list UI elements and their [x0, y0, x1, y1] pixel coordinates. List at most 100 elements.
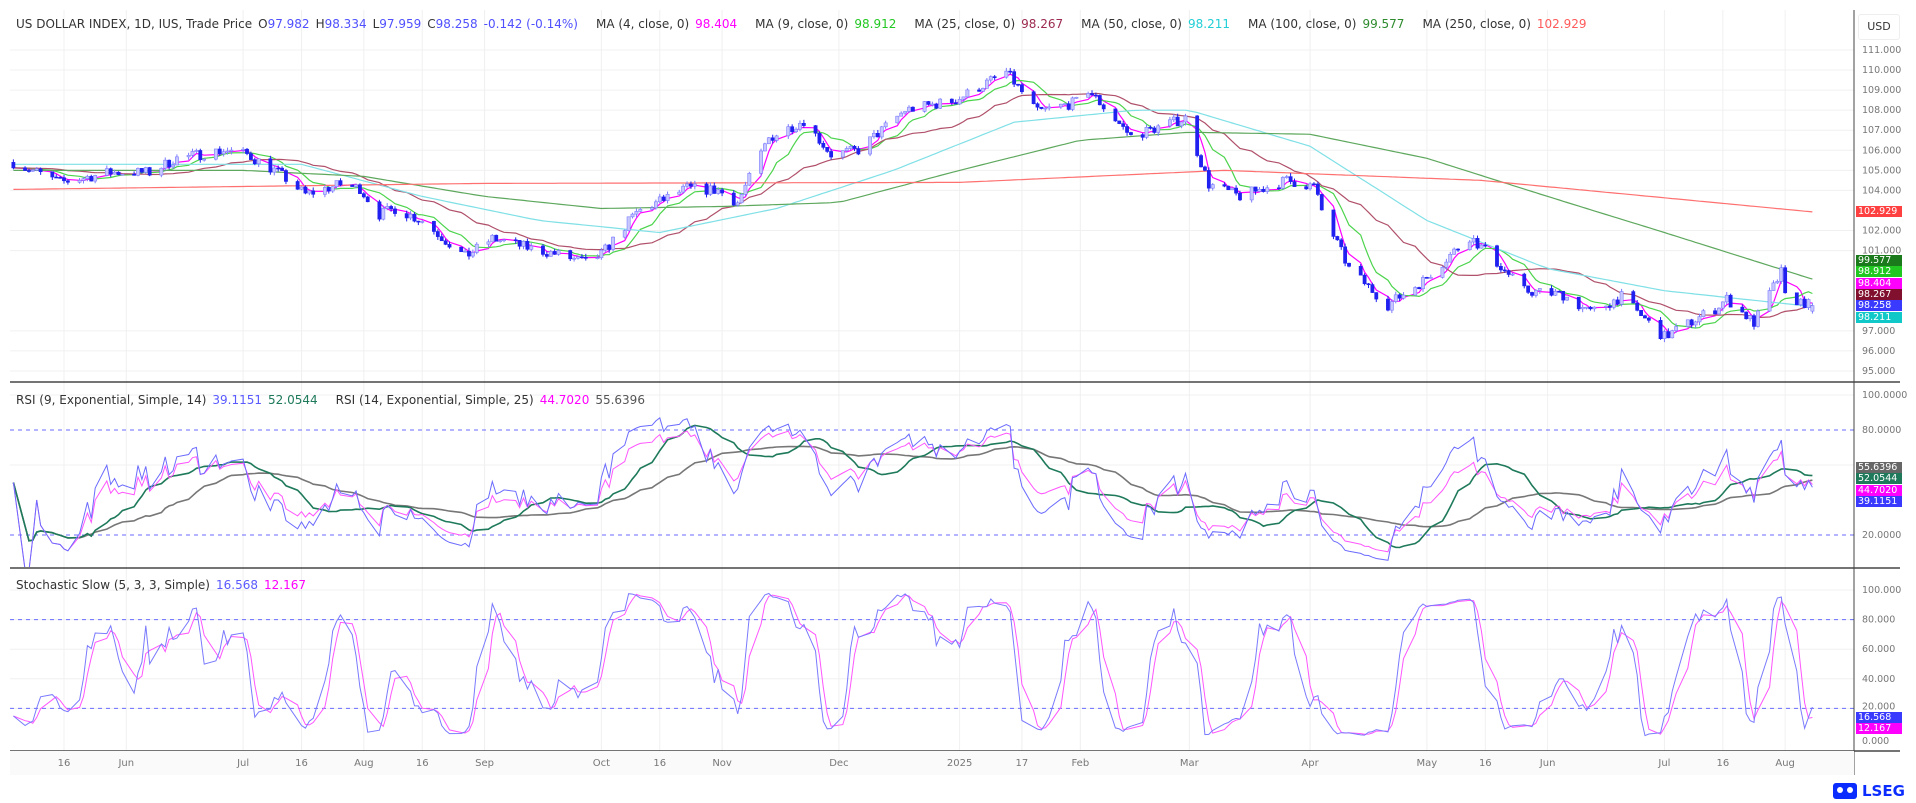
candle-body [1031, 91, 1036, 105]
time-axis-label: 16 [295, 758, 308, 769]
candle-body [603, 244, 608, 251]
candle-body [665, 194, 670, 201]
axis-value-tag: 12.167 [1856, 723, 1902, 735]
candle-body [661, 196, 666, 201]
candle [708, 182, 713, 196]
rsi-axis-label: 20.0000 [1862, 530, 1901, 541]
time-axis-label: Aug [354, 758, 374, 769]
candle [1510, 272, 1515, 277]
candle [502, 238, 506, 243]
time-axis-label: Mar [1180, 758, 1200, 769]
candle-body [1315, 183, 1320, 195]
candle-body [65, 180, 70, 183]
candle [1724, 291, 1729, 305]
lseg-logo: LSEG [1832, 782, 1905, 800]
price-axis-label: 102.000 [1862, 226, 1901, 237]
candle-body [1319, 194, 1324, 211]
candle-body [1444, 261, 1449, 268]
rsi-axis-label: 100.0000 [1862, 390, 1907, 401]
candle-body [825, 147, 830, 152]
time-axis-label: 16 [1716, 758, 1729, 769]
stoch-axis-label: 40.000 [1862, 674, 1895, 685]
candle [1775, 279, 1780, 284]
candle [38, 167, 43, 175]
candle [1101, 103, 1106, 112]
candle [354, 183, 358, 189]
candle-body [490, 234, 495, 243]
candle-body [1417, 287, 1422, 290]
candle-body [284, 170, 288, 182]
candle-body [611, 236, 615, 250]
candle-body [159, 167, 164, 176]
candle [716, 187, 721, 195]
candle-body [875, 132, 880, 138]
candle-body [1724, 294, 1729, 303]
candle [817, 131, 822, 146]
price-axis-label: 105.000 [1862, 165, 1901, 176]
candle [1222, 182, 1227, 188]
candle-body [1167, 119, 1172, 127]
candle [622, 229, 627, 239]
candle-body [498, 240, 503, 242]
candle-body [225, 150, 230, 153]
candle-body [1129, 132, 1133, 135]
candle-body [1662, 331, 1667, 340]
candle-body [136, 168, 140, 176]
candle [171, 161, 175, 169]
candle [1697, 313, 1702, 326]
candle [552, 248, 557, 255]
candle [1206, 167, 1211, 192]
candle [190, 148, 195, 158]
candle-body [1502, 269, 1507, 272]
candle [1658, 317, 1663, 340]
candle-body [1195, 115, 1200, 156]
candle [439, 233, 444, 242]
candle-body [580, 256, 584, 259]
candle [1331, 209, 1336, 240]
candle [276, 165, 281, 172]
candle-body [1257, 188, 1262, 192]
candle-body [1203, 166, 1207, 171]
candle [879, 125, 884, 140]
candle [829, 148, 834, 160]
candle-body [548, 251, 553, 257]
candle-body [1755, 310, 1760, 327]
candle [1366, 282, 1371, 289]
rsi1-line [12, 417, 1813, 567]
ma-line [13, 92, 1813, 319]
candle [1425, 276, 1429, 279]
currency-button[interactable]: USD [1858, 14, 1900, 40]
axis-value-tag: 98.267 [1856, 288, 1902, 300]
candle [268, 155, 273, 175]
candle [907, 105, 911, 113]
candle [868, 136, 872, 157]
candle-body [813, 125, 818, 134]
candle [1440, 265, 1445, 279]
candle-body [311, 190, 316, 195]
price-pane [11, 67, 1815, 343]
candle-body [852, 145, 857, 149]
candle [389, 204, 393, 212]
ma-legend-label: MA (4, close, 0) [595, 17, 690, 31]
candle-body [486, 241, 491, 245]
candle [650, 205, 654, 211]
candle-body [953, 102, 958, 105]
candle-body [108, 168, 113, 175]
candle [770, 134, 775, 144]
candle [1117, 120, 1122, 125]
candle-body [1062, 103, 1067, 106]
candle-body [303, 186, 308, 194]
candle [1565, 296, 1569, 301]
axis-value-tag: 98.404 [1856, 277, 1902, 289]
candle-body [595, 257, 600, 260]
candle [1643, 314, 1647, 319]
candle-body [685, 183, 689, 187]
candle-body [790, 126, 795, 133]
candle-body [1646, 317, 1651, 321]
candle-body [1534, 290, 1538, 296]
candle [311, 187, 316, 198]
candle [953, 99, 958, 105]
candle [731, 190, 736, 206]
